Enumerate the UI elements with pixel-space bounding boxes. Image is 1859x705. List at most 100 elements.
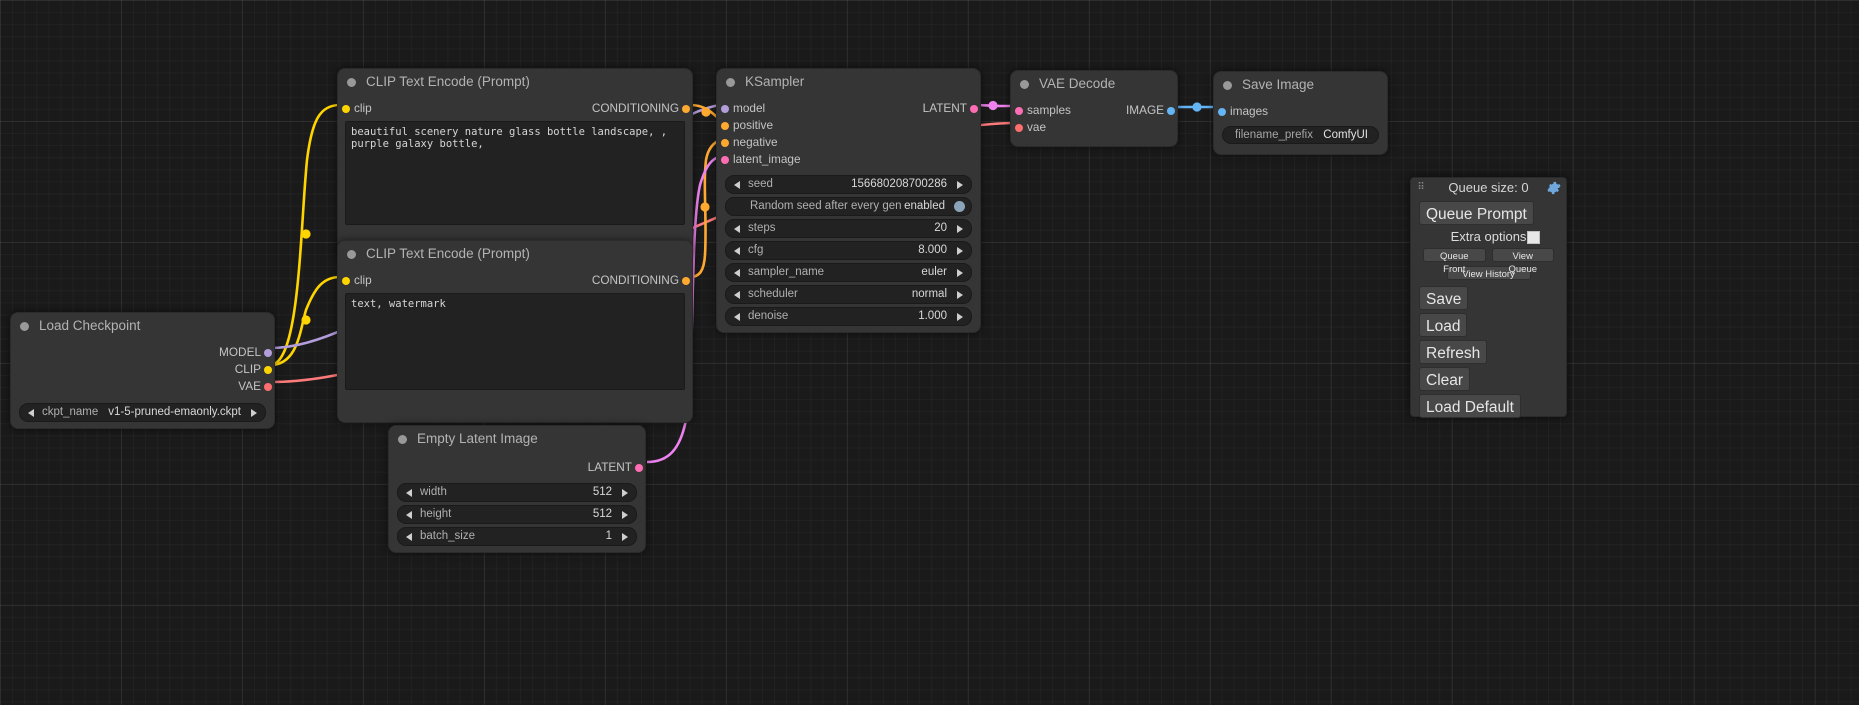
port-clip-in[interactable] — [342, 277, 350, 285]
decrement-arrow-icon[interactable] — [406, 533, 412, 541]
widget-value[interactable]: 20 — [934, 222, 947, 234]
increment-arrow-icon[interactable] — [957, 269, 963, 277]
widget-value[interactable]: euler — [921, 266, 947, 278]
port-model-in[interactable] — [721, 105, 729, 113]
widget-height[interactable]: height 512 — [397, 505, 637, 524]
node-title[interactable]: CLIP Text Encode (Prompt) — [338, 241, 692, 267]
node-empty-latent-image[interactable]: Empty Latent Image LATENT width 512 heig… — [388, 425, 646, 553]
port-clip-in[interactable] — [342, 105, 350, 113]
node-collapse-icon[interactable] — [1223, 81, 1232, 90]
load-button[interactable]: Load — [1419, 313, 1468, 337]
decrement-arrow-icon[interactable] — [734, 269, 740, 277]
queue-prompt-button[interactable]: Queue Prompt — [1419, 201, 1534, 225]
port-model[interactable] — [264, 349, 272, 357]
widget-scheduler[interactable]: scheduler normal — [725, 285, 972, 304]
node-title[interactable]: CLIP Text Encode (Prompt) — [338, 69, 692, 95]
widget-ckpt-name[interactable]: ckpt_name v1-5-pruned-emaonly.ckpt — [19, 403, 266, 422]
load-default-button[interactable]: Load Default — [1419, 394, 1521, 418]
slot-row-vae[interactable]: vae — [1011, 119, 1177, 136]
widget-width[interactable]: width 512 — [397, 483, 637, 502]
port-image-out[interactable] — [1167, 107, 1175, 115]
widget-value[interactable]: v1-5-pruned-emaonly.ckpt — [108, 406, 241, 418]
widget-filename-prefix[interactable]: filename_prefix ComfyUI — [1222, 126, 1379, 144]
widget-sampler-name[interactable]: sampler_name euler — [725, 263, 972, 282]
view-queue-button[interactable]: View Queue — [1491, 248, 1554, 275]
clear-button[interactable]: Clear — [1419, 367, 1471, 391]
widget-batch-size[interactable]: batch_size 1 — [397, 527, 637, 546]
node-collapse-icon[interactable] — [20, 322, 29, 331]
gear-icon[interactable] — [1547, 181, 1561, 195]
widget-steps[interactable]: steps 20 — [725, 219, 972, 238]
increment-arrow-icon[interactable] — [957, 247, 963, 255]
decrement-arrow-icon[interactable] — [406, 511, 412, 519]
node-title[interactable]: Load Checkpoint — [11, 313, 274, 339]
node-title[interactable]: Empty Latent Image — [389, 426, 645, 452]
decrement-arrow-icon[interactable] — [734, 247, 740, 255]
increment-arrow-icon[interactable] — [957, 313, 963, 321]
save-button[interactable]: Save — [1419, 286, 1469, 310]
node-save-image[interactable]: Save Image images filename_prefix ComfyU… — [1213, 71, 1388, 155]
menu-header[interactable]: ⠿ Queue size: 0 — [1411, 178, 1566, 198]
output-slot-model[interactable]: MODEL — [11, 344, 274, 361]
node-title[interactable]: VAE Decode — [1011, 71, 1177, 97]
node-clip-text-encode-negative[interactable]: CLIP Text Encode (Prompt) clip CONDITION… — [337, 240, 693, 423]
slot-row-images[interactable]: images — [1214, 103, 1387, 120]
increment-arrow-icon[interactable] — [622, 489, 628, 497]
port-negative-in[interactable] — [721, 139, 729, 147]
widget-value[interactable]: 512 — [592, 508, 612, 520]
slot-row-positive[interactable]: positive — [717, 117, 980, 134]
widget-seed[interactable]: seed 156680208700286 — [725, 175, 972, 194]
widget-value[interactable]: 8.000 — [918, 244, 947, 256]
widget-value[interactable]: 512 — [592, 486, 612, 498]
slot-row-clip[interactable]: clip CONDITIONING — [338, 100, 692, 117]
refresh-button[interactable]: Refresh — [1419, 340, 1488, 364]
node-ksampler[interactable]: KSampler model LATENT positive negative … — [716, 68, 981, 333]
slot-row-clip[interactable]: clip CONDITIONING — [338, 272, 692, 289]
widget-value[interactable]: 1.000 — [918, 310, 947, 322]
node-collapse-icon[interactable] — [347, 250, 356, 259]
node-vae-decode[interactable]: VAE Decode samples IMAGE vae — [1010, 70, 1178, 147]
prompt-textarea[interactable]: text, watermark — [345, 293, 685, 390]
decrement-arrow-icon[interactable] — [734, 181, 740, 189]
extra-options-checkbox[interactable] — [1527, 231, 1540, 244]
widget-denoise[interactable]: denoise 1.000 — [725, 307, 972, 326]
port-conditioning-out[interactable] — [682, 277, 690, 285]
node-title[interactable]: KSampler — [717, 69, 980, 95]
port-latent[interactable] — [635, 464, 643, 472]
decrement-arrow-icon[interactable] — [734, 225, 740, 233]
increment-arrow-icon[interactable] — [957, 291, 963, 299]
node-collapse-icon[interactable] — [726, 78, 735, 87]
decrement-arrow-icon[interactable] — [734, 291, 740, 299]
increment-arrow-icon[interactable] — [622, 511, 628, 519]
comfy-menu-panel[interactable]: ⠿ Queue size: 0 Queue Prompt Extra optio… — [1410, 177, 1567, 418]
widget-value[interactable]: 156680208700286 — [851, 178, 947, 190]
widget-cfg[interactable]: cfg 8.000 — [725, 241, 972, 260]
port-positive-in[interactable] — [721, 122, 729, 130]
view-history-button[interactable]: View History — [1446, 266, 1531, 280]
output-slot-clip[interactable]: CLIP — [11, 361, 274, 378]
output-slot-vae[interactable]: VAE — [11, 378, 274, 395]
port-vae-in[interactable] — [1015, 124, 1023, 132]
increment-arrow-icon[interactable] — [622, 533, 628, 541]
slot-row-model[interactable]: model LATENT — [717, 100, 980, 117]
extra-options-row[interactable]: Extra options — [1411, 228, 1566, 246]
decrement-arrow-icon[interactable] — [734, 313, 740, 321]
port-clip[interactable] — [264, 366, 272, 374]
node-collapse-icon[interactable] — [347, 78, 356, 87]
drag-handle-icon[interactable]: ⠿ — [1417, 182, 1425, 193]
port-samples-in[interactable] — [1015, 107, 1023, 115]
node-title[interactable]: Save Image — [1214, 72, 1387, 98]
widget-random-seed-toggle[interactable]: Random seed after every gen enabled — [725, 197, 972, 216]
port-vae[interactable] — [264, 383, 272, 391]
decrement-arrow-icon[interactable] — [406, 489, 412, 497]
port-latent-image-in[interactable] — [721, 156, 729, 164]
output-slot-latent[interactable]: LATENT — [389, 459, 645, 476]
queue-front-button[interactable]: Queue Front — [1423, 248, 1486, 275]
prompt-textarea[interactable]: beautiful scenery nature glass bottle la… — [345, 121, 685, 225]
decrement-arrow-icon[interactable] — [28, 409, 34, 417]
slot-row-samples[interactable]: samples IMAGE — [1011, 102, 1177, 119]
widget-value[interactable]: enabled — [904, 200, 945, 212]
port-conditioning-out[interactable] — [682, 105, 690, 113]
port-latent-out[interactable] — [970, 105, 978, 113]
